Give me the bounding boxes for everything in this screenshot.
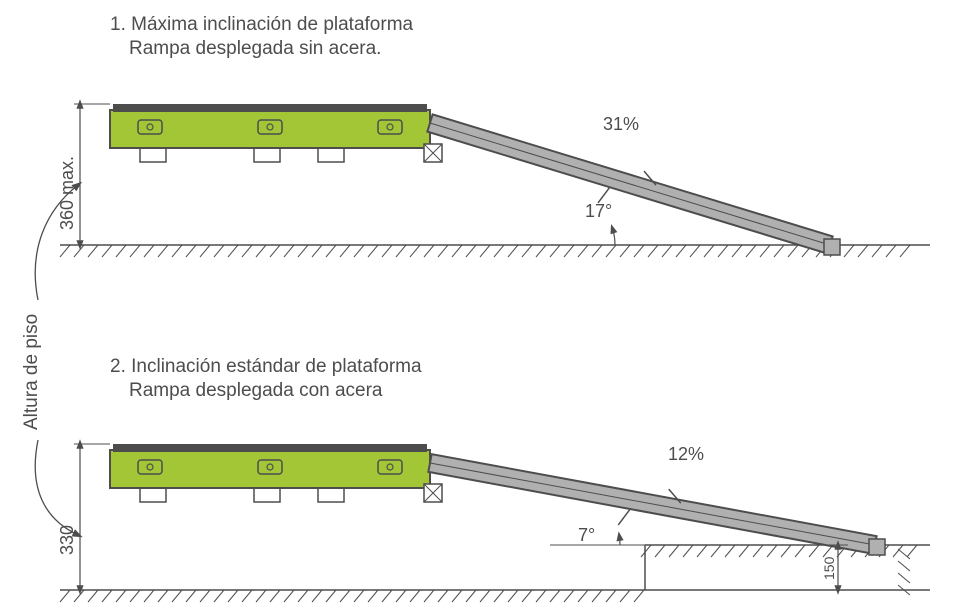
slope-12: 12% [668,443,704,466]
angle-7: 7° [578,524,595,547]
fig1-title: 1. Máxima inclinación de plataforma [110,13,413,37]
fig2-subtitle: Rampa desplegada con acera [129,379,383,403]
dim-330: 330 [56,525,79,555]
fig2-title: 2. Inclinación estándar de plataforma [110,355,422,379]
fig1-subtitle: Rampa desplegada sin acera. [129,37,381,61]
slope-31: 31% [603,113,639,136]
diagram-svg [0,0,971,612]
dim-360: 360 max. [56,156,79,230]
dim-150: 150 [821,557,839,580]
floor-height-label: Altura de piso [20,314,44,430]
angle-17: 17° [585,200,612,223]
